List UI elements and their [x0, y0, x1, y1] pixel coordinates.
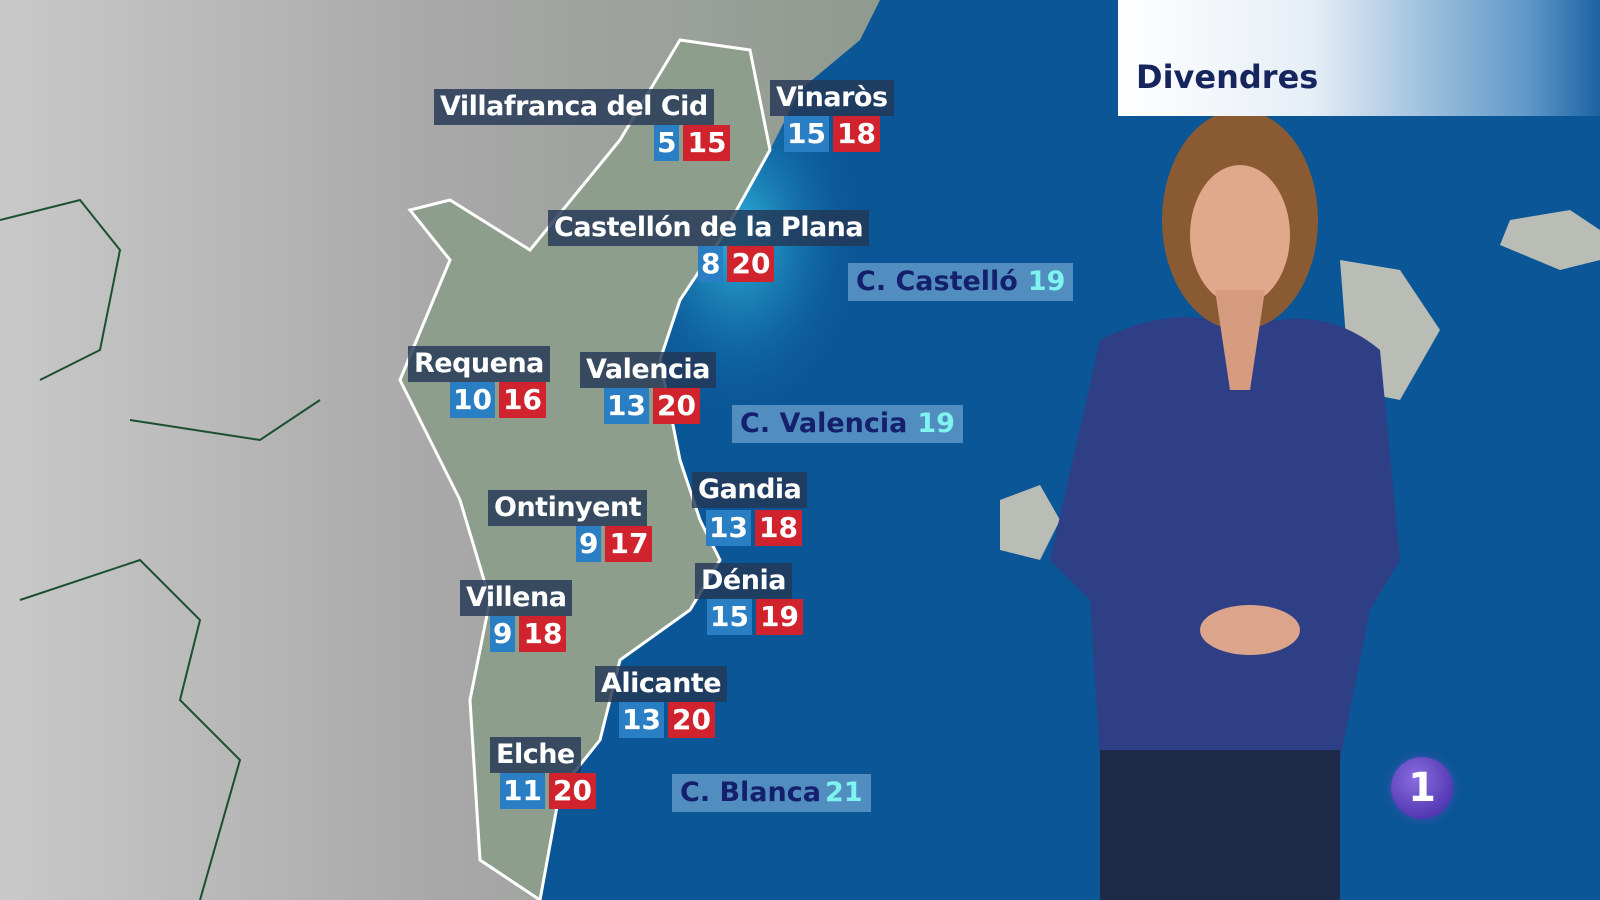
- max-temp: 20: [727, 246, 775, 282]
- valencian-community: [398, 38, 772, 900]
- city-gandia: Gandia 13 18: [692, 472, 808, 546]
- min-temp: 15: [784, 116, 829, 152]
- city-name: Elche: [490, 737, 581, 773]
- city-name: Requena: [408, 346, 550, 382]
- city-name: Valencia: [580, 352, 716, 388]
- max-temp: 17: [605, 526, 653, 562]
- min-temp: 11: [500, 773, 545, 809]
- max-temp: 18: [754, 510, 802, 546]
- max-temp: 18: [832, 116, 880, 152]
- city-name: Villena: [460, 580, 573, 616]
- balearic-islands: [1000, 210, 1600, 560]
- city-name: Gandia: [692, 472, 808, 508]
- city-name: Dénia: [695, 563, 792, 599]
- max-temp: 20: [652, 388, 700, 424]
- city-villafranca: Villafranca del Cid 5 15: [434, 89, 731, 161]
- presenter: [1050, 110, 1400, 900]
- sea-temp-castello: C. Castelló 19: [848, 263, 1074, 301]
- sea-temp-valencia: C. Valencia 19: [732, 405, 963, 443]
- min-temp: 15: [707, 599, 752, 635]
- channel-logo: 1: [1391, 757, 1453, 819]
- min-temp: 10: [450, 382, 495, 418]
- max-temp: 18: [519, 616, 567, 652]
- city-vinaros: Vinaròs 15 18: [770, 80, 894, 152]
- min-temp: 5: [654, 125, 680, 161]
- max-temp: 20: [667, 702, 715, 738]
- min-temp: 8: [698, 246, 724, 282]
- sea-temp: 21: [824, 777, 863, 808]
- day-header: Divendres: [1118, 0, 1600, 116]
- sea-name: C. Blanca: [680, 777, 821, 808]
- min-temp: 13: [706, 510, 751, 546]
- city-alicante: Alicante 13 20: [595, 666, 728, 738]
- max-temp: 19: [755, 599, 803, 635]
- city-name: Alicante: [595, 666, 728, 702]
- sea-name: C. Valencia: [740, 408, 908, 439]
- city-valencia: Valencia 13 20: [580, 352, 716, 424]
- max-temp: 15: [683, 125, 731, 161]
- min-temp: 9: [576, 526, 602, 562]
- city-name: Ontinyent: [488, 490, 648, 526]
- city-name: Vinaròs: [770, 80, 894, 116]
- sea-temp: 19: [917, 408, 955, 439]
- sea-temp-blanca: C. Blanca 21: [672, 774, 871, 812]
- city-elche: Elche 11 20: [490, 737, 596, 809]
- day-title: Divendres: [1136, 58, 1319, 96]
- max-temp: 20: [548, 773, 596, 809]
- min-temp: 9: [490, 616, 516, 652]
- sea-name: C. Castelló: [856, 266, 1018, 297]
- province-borders: [0, 198, 321, 900]
- sea-temp: 19: [1027, 266, 1066, 297]
- city-requena: Requena 10 16: [408, 346, 550, 418]
- city-name: Villafranca del Cid: [434, 89, 714, 125]
- city-denia: Dénia 15 19: [695, 563, 803, 635]
- city-castellon: Castellón de la Plana 8 20: [548, 210, 870, 282]
- city-ontinyent: Ontinyent 9 17: [488, 490, 653, 562]
- city-name: Castellón de la Plana: [548, 210, 870, 246]
- city-villena: Villena 9 18: [460, 580, 573, 652]
- max-temp: 16: [498, 382, 546, 418]
- min-temp: 13: [604, 388, 649, 424]
- min-temp: 13: [619, 702, 664, 738]
